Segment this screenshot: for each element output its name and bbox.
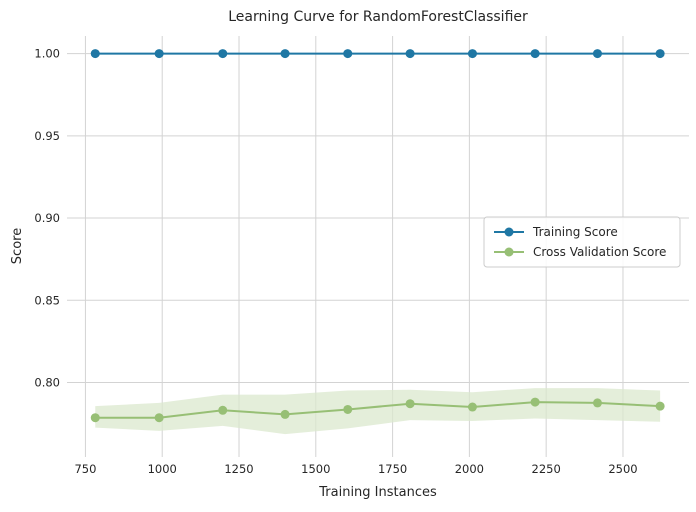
data-point	[218, 405, 228, 415]
y-tick-labels: 0.80 0.85 0.90 0.95 1.00	[34, 47, 60, 390]
y-tick-label: 0.95	[34, 129, 60, 143]
data-point	[530, 397, 540, 407]
x-tick-label: 1000	[148, 462, 177, 476]
data-point	[154, 413, 164, 423]
legend: Training Score Cross Validation Score	[483, 216, 681, 268]
data-point	[90, 413, 100, 423]
y-tick-label: 1.00	[34, 47, 60, 61]
data-point	[343, 49, 353, 59]
legend-entry-label: Cross Validation Score	[533, 245, 666, 259]
x-tick-label: 1250	[224, 462, 253, 476]
x-tick-labels: 750 1000 1250 1500 1750 2000 2250 2500	[74, 462, 637, 476]
legend-entry-label: Training Score	[532, 225, 618, 239]
x-tick-label: 2000	[455, 462, 484, 476]
data-point	[154, 49, 164, 59]
x-axis-label: Training Instances	[318, 485, 437, 500]
data-point	[655, 401, 665, 411]
data-point	[592, 49, 602, 59]
y-axis-label: Score	[10, 228, 25, 264]
x-tick-label: 750	[74, 462, 96, 476]
y-tick-label: 0.85	[34, 293, 60, 307]
legend-swatch-marker	[504, 247, 514, 257]
data-point	[280, 409, 290, 419]
confidence-bands	[95, 388, 661, 435]
confidence-band-1	[95, 388, 661, 435]
data-point	[280, 49, 290, 59]
data-point	[655, 49, 665, 59]
series-line-1	[95, 401, 661, 419]
y-tick-label: 0.80	[34, 376, 60, 390]
x-tick-label: 1750	[378, 462, 407, 476]
data-point	[530, 49, 540, 59]
data-point	[343, 404, 353, 414]
data-point	[592, 398, 602, 408]
data-point	[405, 49, 415, 59]
x-tick-label: 2500	[608, 462, 637, 476]
series-lines	[95, 52, 661, 419]
legend-box	[483, 216, 681, 268]
x-tick-label: 2250	[532, 462, 561, 476]
data-point	[467, 49, 477, 59]
y-tick-label: 0.90	[34, 211, 60, 225]
data-point	[218, 49, 228, 59]
chart-title: Learning Curve for RandomForestClassifie…	[228, 9, 528, 25]
data-point	[467, 402, 477, 412]
series-points	[90, 49, 665, 423]
data-point	[405, 399, 415, 409]
data-point	[90, 49, 100, 59]
legend-swatch-marker	[504, 227, 514, 237]
x-tick-label: 1500	[301, 462, 330, 476]
